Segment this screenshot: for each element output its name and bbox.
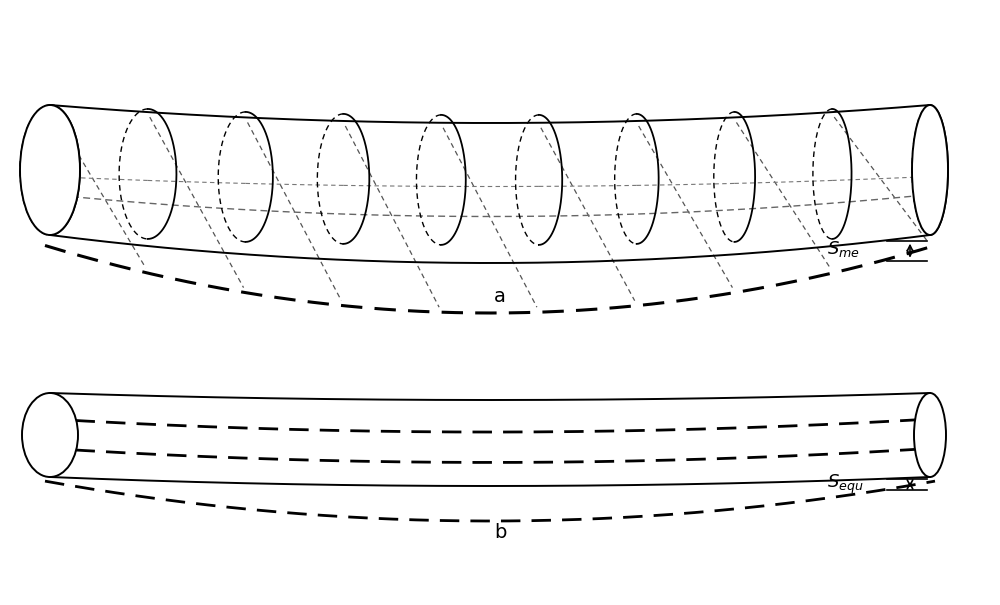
Text: $S_{equ}$: $S_{equ}$: [827, 473, 864, 496]
Ellipse shape: [914, 393, 946, 477]
Ellipse shape: [22, 393, 78, 477]
Ellipse shape: [912, 105, 948, 235]
Text: a: a: [494, 287, 506, 307]
Text: b: b: [494, 523, 506, 543]
Ellipse shape: [20, 105, 80, 235]
Text: $S_{me}$: $S_{me}$: [827, 239, 860, 259]
